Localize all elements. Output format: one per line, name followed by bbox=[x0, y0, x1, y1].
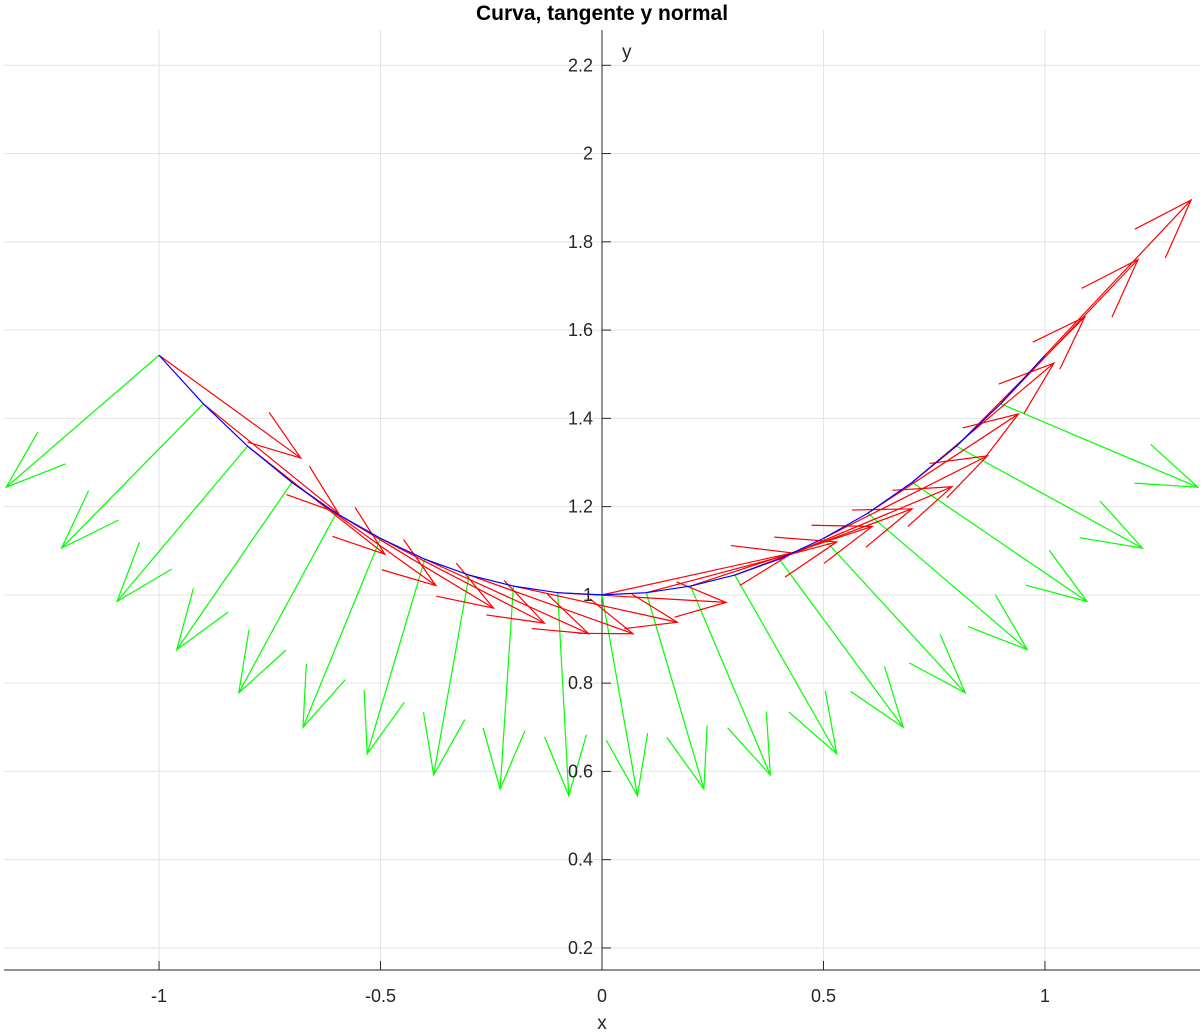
curve bbox=[158, 354, 1046, 596]
normal-arrow bbox=[601, 594, 649, 798]
y-tick-label: 0.6 bbox=[568, 761, 593, 781]
x-tick-label: 0.5 bbox=[811, 986, 836, 1006]
normal-arrow bbox=[363, 558, 426, 756]
normal-arrow bbox=[1000, 403, 1200, 488]
normal-arrow bbox=[956, 445, 1145, 549]
tangent-arrow bbox=[513, 585, 680, 630]
x-tick-label: 1 bbox=[1040, 986, 1050, 1006]
chart-title: Curva, tangente y normal bbox=[476, 2, 728, 25]
y-tick-label: 1 bbox=[583, 585, 593, 605]
normal-arrow bbox=[302, 538, 382, 729]
normal-arrow bbox=[175, 482, 293, 652]
tangent-arrow bbox=[646, 536, 839, 594]
normal-arrow bbox=[867, 512, 1029, 651]
normal-vectors bbox=[4, 354, 1200, 798]
normal-arrow bbox=[778, 558, 905, 729]
normal-arrow bbox=[734, 574, 838, 756]
normal-arrow bbox=[482, 586, 526, 791]
tangent-arrow bbox=[380, 537, 547, 624]
curve-line bbox=[158, 354, 1046, 596]
tangent-arrow bbox=[690, 524, 874, 587]
tangent-arrow bbox=[823, 455, 990, 539]
x-tick-label: 0 bbox=[597, 986, 607, 1006]
normal-arrow bbox=[60, 403, 204, 550]
normal-arrow bbox=[690, 585, 772, 777]
y-tick-label: 2 bbox=[583, 144, 593, 164]
tangent-arrow bbox=[778, 486, 954, 560]
tangent-arrow bbox=[867, 412, 1020, 514]
tangent-arrow bbox=[335, 512, 496, 610]
x-tick-label: -1 bbox=[151, 986, 167, 1006]
normal-arrow bbox=[237, 512, 337, 695]
tangent-arrow bbox=[202, 403, 340, 515]
y-tick-label: 0.4 bbox=[568, 850, 593, 870]
y-tick-label: 1.8 bbox=[568, 232, 593, 252]
y-axis-label: y bbox=[622, 42, 632, 63]
y-tick-label: 2.2 bbox=[568, 55, 593, 75]
y-tick-label: 1.6 bbox=[568, 320, 593, 340]
normal-arrow bbox=[911, 481, 1089, 603]
normal-arrow bbox=[115, 445, 249, 603]
axes bbox=[4, 30, 1200, 971]
x-tick-label: -0.5 bbox=[365, 986, 396, 1006]
tangent-arrow bbox=[1044, 198, 1193, 356]
normal-arrow bbox=[4, 354, 160, 489]
x-axis-label: x bbox=[597, 1013, 607, 1033]
tangent-arrow bbox=[1000, 258, 1140, 405]
y-tick-label: 0.8 bbox=[568, 673, 593, 693]
tick-labels: -1 -0.5 0 0.5 1 0.2 0.4 0.6 0.8 1 1.2 1.4 1.6 1.8 2 2.2 bbox=[151, 55, 1050, 1006]
tangent-arrow bbox=[468, 574, 635, 635]
normal-arrow bbox=[823, 537, 967, 695]
y-tick-label: 1.2 bbox=[568, 497, 593, 517]
normal-arrow bbox=[543, 592, 588, 798]
normal-arrow bbox=[422, 574, 470, 777]
tangent-arrow bbox=[158, 354, 303, 460]
y-tick-label: 0.2 bbox=[568, 938, 593, 958]
y-tick-label: 1.4 bbox=[568, 408, 593, 428]
